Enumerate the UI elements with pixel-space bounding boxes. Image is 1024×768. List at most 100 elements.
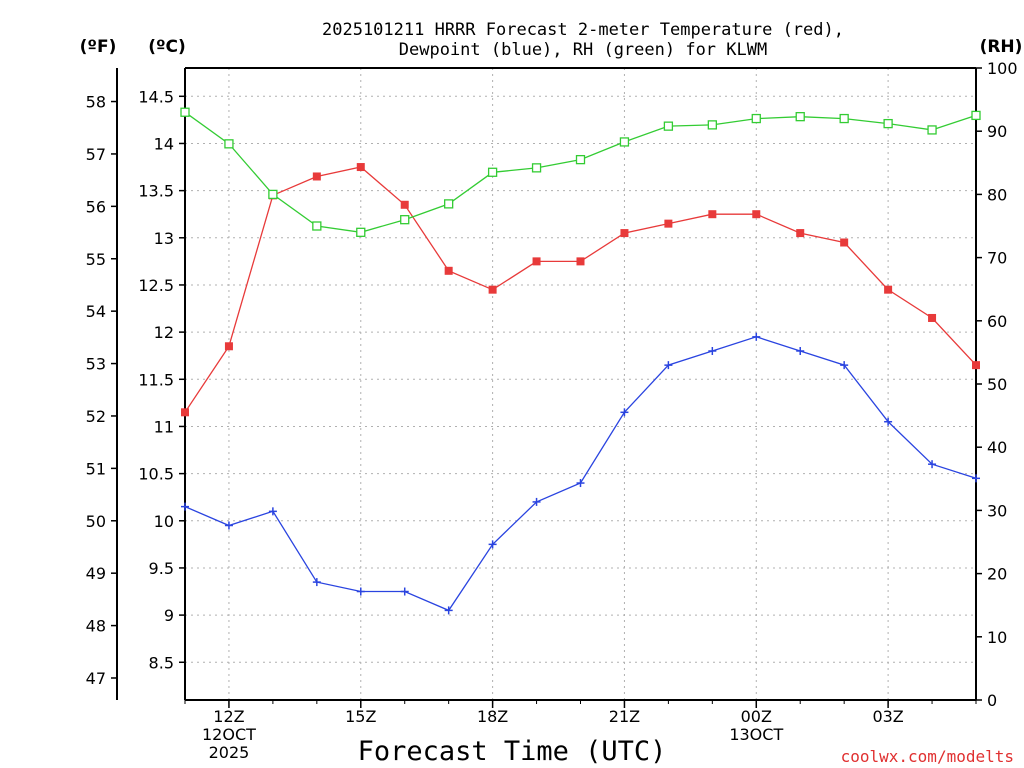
rh-point (268, 189, 278, 200)
temperature-point (532, 257, 541, 266)
fahrenheit-unit-label: (ºF) (80, 37, 117, 57)
x-tick-label: 00Z (741, 707, 772, 726)
celsius-unit-label: (ºC) (148, 37, 186, 57)
fahrenheit-tick-label: 47 (86, 669, 106, 688)
rh-point (312, 221, 322, 231)
fahrenheit-tick-label: 56 (86, 197, 106, 216)
x-tick-label: 12OCT (202, 725, 256, 744)
dewpoint-point (356, 587, 365, 596)
fahrenheit-tick-label: 55 (86, 250, 106, 269)
temperature-point (664, 219, 673, 228)
temperature-point (708, 210, 717, 219)
celsius-tick-label: 13.5 (138, 182, 174, 201)
dewpoint-point (181, 502, 189, 511)
rh-point (619, 137, 630, 147)
x-tick-label: 12Z (213, 707, 244, 726)
temperature-point (224, 342, 233, 351)
x-tick-label: 03Z (872, 707, 903, 726)
dewpoint-point (664, 361, 673, 370)
celsius-tick-label: 11 (154, 417, 174, 436)
dewpoint-point (840, 361, 849, 370)
celsius-tick-label: 8.5 (149, 653, 174, 672)
x-axis-label: Forecast Time (UTC) (358, 736, 667, 767)
rh-tick-label: 100 (987, 59, 1018, 78)
rh-tick-label: 90 (987, 122, 1007, 141)
rh-tick-label: 70 (987, 249, 1007, 268)
x-tick-label: 21Z (609, 707, 640, 726)
dewpoint-point (928, 460, 937, 469)
celsius-tick-label: 9.5 (149, 559, 174, 578)
rh-point (180, 107, 190, 117)
tick-labels: 8.5 9 9.5 10 10.5 11 11.5 12 12.5 13 13.5 14 14.5 47 4… (86, 59, 1018, 762)
celsius-tick-label: 10.5 (138, 465, 174, 484)
dewpoint-point (444, 606, 453, 615)
fahrenheit-tick-label: 53 (86, 355, 106, 374)
series-dewpoint (181, 332, 980, 615)
rh-tick-label: 20 (987, 565, 1007, 584)
temperature-point (444, 266, 453, 275)
temperature-point (928, 313, 937, 322)
dewpoint-point (796, 346, 805, 355)
rh-point (663, 121, 674, 131)
rh-point (531, 163, 542, 173)
chart-title-line-1: 2025101211 HRRR Forecast 2-meter Tempera… (322, 20, 844, 40)
rh-tick-label: 0 (987, 691, 997, 710)
rh-point (575, 154, 586, 165)
rh-point (224, 139, 234, 149)
celsius-tick-label: 12.5 (138, 276, 174, 295)
temperature-point (356, 163, 365, 172)
rh-tick-label: 30 (987, 501, 1007, 520)
temperature-point (884, 285, 893, 294)
rh-point (707, 120, 717, 130)
rh-tick-label: 40 (987, 438, 1007, 457)
series-line-rh (184, 111, 977, 233)
celsius-tick-label: 13 (154, 229, 174, 248)
temperature-point (181, 408, 189, 417)
rh-point (971, 110, 981, 121)
celsius-tick-label: 10 (154, 512, 174, 531)
rh-point (400, 215, 410, 225)
chart-title-line-2: Dewpoint (blue), RH (green) for KLWM (399, 40, 767, 60)
fahrenheit-tick-label: 51 (86, 459, 106, 478)
data-series (180, 107, 981, 615)
rh-point (839, 113, 849, 124)
rh-point (751, 113, 761, 124)
temperature-point (576, 257, 585, 266)
axes (111, 67, 982, 708)
temperature-point (972, 361, 980, 370)
temperature-point (796, 229, 805, 238)
dewpoint-point (488, 540, 497, 549)
rh-point (795, 112, 805, 122)
fahrenheit-tick-label: 48 (86, 617, 106, 636)
dewpoint-point (708, 346, 717, 355)
series-rh (180, 107, 981, 237)
dewpoint-point (620, 408, 629, 417)
fahrenheit-tick-label: 54 (86, 302, 106, 321)
celsius-tick-label: 14.5 (138, 87, 174, 106)
credit-link[interactable]: coolwx.com/modelts (841, 747, 1014, 766)
x-tick-label: 2025 (209, 743, 250, 762)
fahrenheit-tick-label: 50 (86, 512, 106, 531)
fahrenheit-tick-label: 49 (86, 564, 106, 583)
dewpoint-point (972, 474, 980, 483)
temperature-point (488, 285, 497, 294)
celsius-tick-label: 9 (164, 606, 174, 625)
rh-tick-label: 80 (987, 185, 1007, 204)
celsius-tick-label: 11.5 (138, 370, 174, 389)
dewpoint-point (268, 507, 277, 516)
x-tick-label: 13OCT (729, 725, 783, 744)
x-tick-label: 18Z (477, 707, 508, 726)
x-tick-label: 15Z (345, 707, 376, 726)
dewpoint-point (312, 578, 321, 587)
dewpoint-point (224, 521, 233, 530)
dewpoint-point (752, 332, 761, 341)
rh-tick-label: 10 (987, 628, 1007, 647)
dewpoint-point (576, 479, 585, 488)
rh-point (356, 227, 366, 237)
dewpoint-point (532, 497, 541, 506)
temperature-point (620, 229, 629, 238)
temperature-point (840, 238, 849, 247)
rh-tick-label: 60 (987, 312, 1007, 331)
rh-unit-label: (RH) (980, 37, 1023, 57)
